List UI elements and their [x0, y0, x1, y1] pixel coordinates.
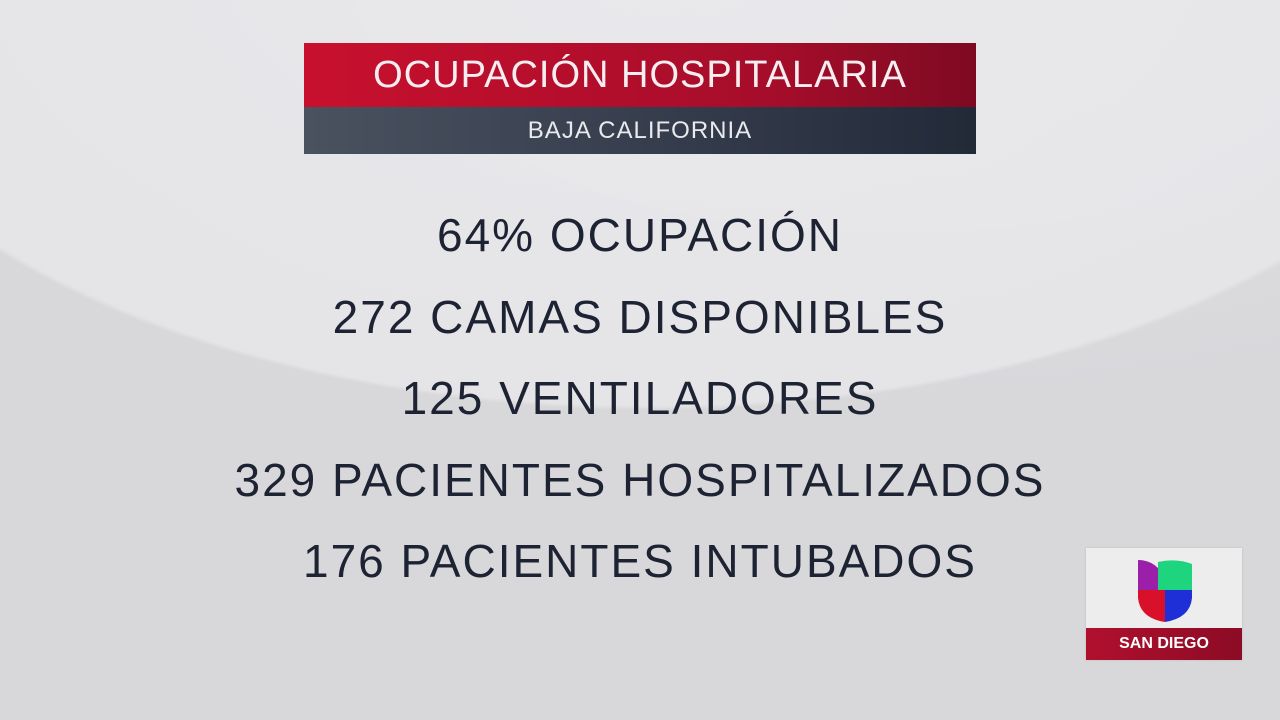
header-title: OCUPACIÓN HOSPITALARIA [304, 43, 976, 107]
graphic-header: OCUPACIÓN HOSPITALARIA BAJA CALIFORNIA [304, 43, 976, 154]
location-label: SAN DIEGO [1086, 628, 1242, 660]
stat-ventilators: 125 VENTILADORES [401, 372, 879, 424]
stat-beds: 272 CAMAS DISPONIBLES [332, 290, 948, 343]
stat-intubated: 176 PACIENTES INTUBADOS [303, 535, 977, 587]
station-logo: SAN DIEGO [1086, 548, 1242, 660]
stats-list: 64% OCUPACIÓN 272 CAMAS DISPONIBLES 125 … [0, 205, 1280, 613]
stat-hospitalized: 329 PACIENTES HOSPITALIZADOS [234, 453, 1046, 506]
header-subtitle: BAJA CALIFORNIA [304, 107, 976, 154]
stat-occupancy: 64% OCUPACIÓN [436, 209, 844, 261]
univision-logo-icon [1138, 560, 1192, 622]
